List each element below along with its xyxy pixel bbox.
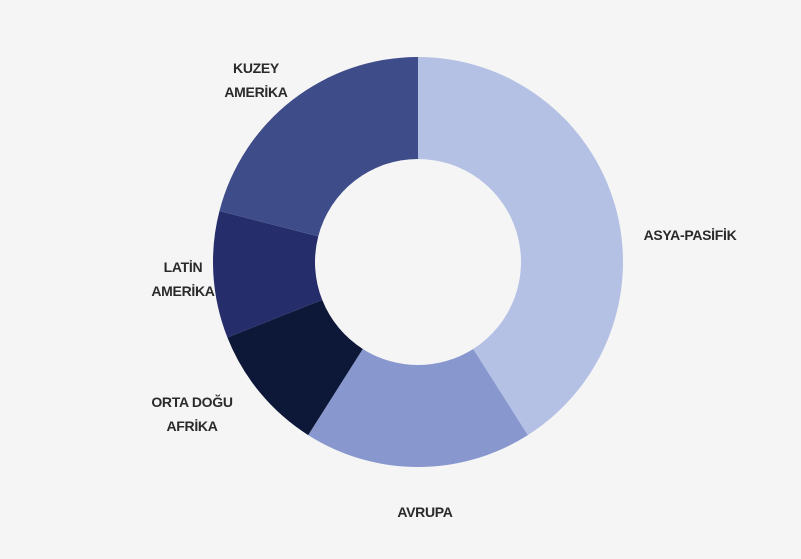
donut-slice (212, 211, 323, 338)
slice-label: AVRUPA (397, 504, 452, 520)
label-line: AVRUPA (397, 504, 452, 520)
label-line: AMERİKA (224, 84, 287, 100)
donut-slice (418, 57, 623, 436)
label-line: KUZEY (233, 60, 280, 76)
label-line: LATİN (164, 259, 203, 275)
donut-slice (308, 348, 528, 467)
slice-label: ASYA-PASİFİK (644, 227, 737, 243)
label-line: AFRİKA (166, 418, 217, 434)
label-line: ASYA-PASİFİK (644, 227, 737, 243)
label-line: AMERİKA (151, 283, 214, 299)
donut-slice (219, 57, 418, 237)
label-line: ORTA DOĞU (151, 393, 232, 410)
slice-label: LATİN AMERİKA (151, 259, 214, 299)
slice-label: ORTA DOĞU AFRİKA (151, 393, 232, 434)
slice-label: KUZEY AMERİKA (224, 60, 287, 100)
donut-slice (227, 299, 363, 436)
